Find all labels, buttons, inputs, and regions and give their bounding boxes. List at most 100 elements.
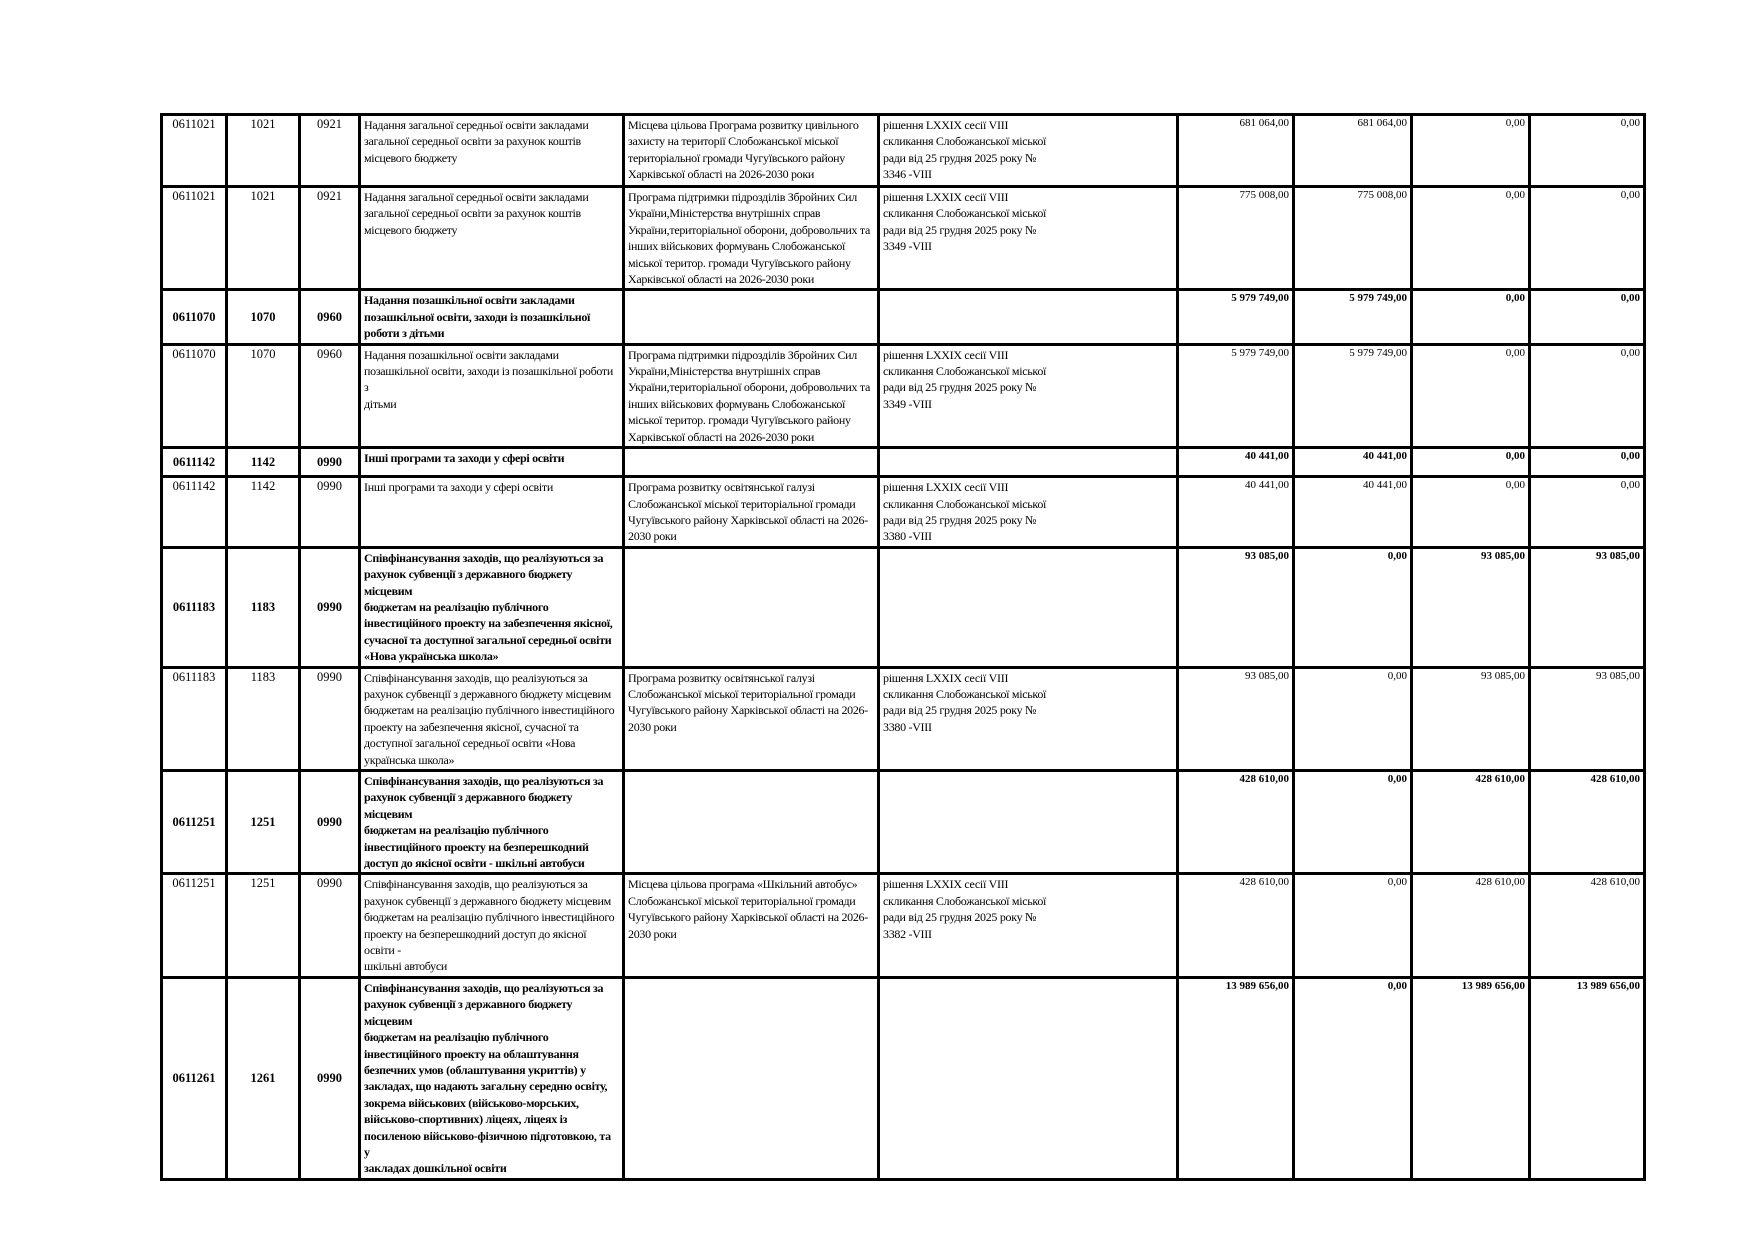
amount-total-cell: 681 064,00 — [1176, 113, 1295, 188]
decision-cell: рішення LXXIX сесії VIII скликання Слобо… — [877, 113, 1179, 188]
program-cell: Програма розвитку освітянської галузі Сл… — [622, 665, 880, 773]
code-fkvkb-cell: 0990 — [298, 975, 361, 1181]
decision-cell — [877, 545, 1179, 669]
code-cell: 0611142 — [160, 446, 228, 479]
decision-cell — [877, 975, 1179, 1181]
name-cell: Надання загальної середньої освіти закла… — [358, 184, 625, 292]
amount-special-cell: 0,00 — [1410, 113, 1531, 188]
name-cell: Інші програми та заходи у сфері освіти — [358, 446, 625, 479]
amount-total-cell: 93 085,00 — [1176, 665, 1295, 773]
amount-dev-cell: 0,00 — [1528, 446, 1646, 479]
amount-special-cell: 0,00 — [1410, 342, 1531, 450]
amount-total-cell: 93 085,00 — [1176, 545, 1295, 669]
amount-general-cell: 681 064,00 — [1292, 113, 1413, 188]
table-row: 0611142 1142 0990 Інші програми та заходи у… — [160, 475, 1646, 549]
amount-special-cell: 0,00 — [1410, 288, 1531, 346]
code-fkvkb-cell: 0990 — [298, 768, 361, 876]
amount-dev-cell: 0,00 — [1528, 184, 1646, 292]
code-tpkvkmb-cell: 1251 — [225, 768, 301, 876]
name-cell: Співфінансування заходів, що реалізуютьс… — [358, 872, 625, 979]
name-cell: Надання позашкільної освіти закладами по… — [358, 342, 625, 450]
table-row: 0611070 1070 0960 Надання позашкільної осві… — [160, 288, 1646, 346]
amount-special-cell: 0,00 — [1410, 184, 1531, 292]
amount-dev-cell: 428 610,00 — [1528, 872, 1646, 979]
name-cell: Співфінансування заходів, що реалізуютьс… — [358, 975, 625, 1181]
amount-dev-cell: 428 610,00 — [1528, 768, 1646, 876]
code-cell: 0611251 — [160, 768, 228, 876]
amount-total-cell: 5 979 749,00 — [1176, 342, 1295, 450]
decision-cell: рішення LXXIX сесії VIII скликання Слобо… — [877, 342, 1179, 450]
amount-total-cell: 5 979 749,00 — [1176, 288, 1295, 346]
table-row: 0611251 1251 0990 Співфінансування заходів,… — [160, 872, 1646, 979]
code-cell: 0611021 — [160, 184, 228, 292]
table-row: 0611142 1142 0990 Інші програми та заходи у… — [160, 446, 1646, 479]
amount-general-cell: 40 441,00 — [1292, 446, 1413, 479]
code-cell: 0611070 — [160, 342, 228, 450]
code-fkvkb-cell: 0990 — [298, 446, 361, 479]
code-tpkvkmb-cell: 1021 — [225, 113, 301, 188]
amount-dev-cell: 0,00 — [1528, 288, 1646, 346]
amount-special-cell: 93 085,00 — [1410, 665, 1531, 773]
amount-total-cell: 428 610,00 — [1176, 768, 1295, 876]
code-tpkvkmb-cell: 1142 — [225, 446, 301, 479]
amount-general-cell: 0,00 — [1292, 872, 1413, 979]
code-cell: 0611021 — [160, 113, 228, 188]
amount-total-cell: 428 610,00 — [1176, 872, 1295, 979]
program-cell: Програма підтримки підрозділів Збройних … — [622, 342, 880, 450]
program-cell — [622, 975, 880, 1181]
code-tpkvkmb-cell: 1183 — [225, 665, 301, 773]
program-cell: Програма розвитку освітянської галузі Сл… — [622, 475, 880, 549]
amount-special-cell: 0,00 — [1410, 446, 1531, 479]
code-fkvkb-cell: 0990 — [298, 665, 361, 773]
program-cell: Місцева цільова Програма розвитку цивіль… — [622, 113, 880, 188]
name-cell: Інші програми та заходи у сфері освіти — [358, 475, 625, 549]
code-tpkvkmb-cell: 1183 — [225, 545, 301, 669]
table-row: 0611261 1261 0990 Співфінансування заходів,… — [160, 975, 1646, 1181]
code-tpkvkmb-cell: 1021 — [225, 184, 301, 292]
code-fkvkb-cell: 0990 — [298, 475, 361, 549]
amount-special-cell: 0,00 — [1410, 475, 1531, 549]
name-cell: Надання позашкільної освіти закладами по… — [358, 288, 625, 346]
amount-total-cell: 775 008,00 — [1176, 184, 1295, 292]
table-row: 0611251 1251 0990 Співфінансування заходів,… — [160, 768, 1646, 876]
table-row: 0611021 1021 0921 Надання загальної середнь… — [160, 184, 1646, 292]
code-fkvkb-cell: 0990 — [298, 872, 361, 979]
amount-dev-cell: 0,00 — [1528, 113, 1646, 188]
amount-special-cell: 13 989 656,00 — [1410, 975, 1531, 1181]
code-fkvkb-cell: 0990 — [298, 545, 361, 669]
name-cell: Співфінансування заходів, що реалізуютьс… — [358, 665, 625, 773]
amount-special-cell: 93 085,00 — [1410, 545, 1531, 669]
code-tpkvkmb-cell: 1070 — [225, 342, 301, 450]
decision-cell — [877, 768, 1179, 876]
code-fkvkb-cell: 0921 — [298, 113, 361, 188]
code-cell: 0611261 — [160, 975, 228, 1181]
decision-cell — [877, 446, 1179, 479]
name-cell: Співфінансування заходів, що реалізуютьс… — [358, 768, 625, 876]
program-cell — [622, 545, 880, 669]
amount-general-cell: 0,00 — [1292, 665, 1413, 773]
amount-general-cell: 40 441,00 — [1292, 475, 1413, 549]
decision-cell: рішення LXXIX сесії VIII скликання Слобо… — [877, 475, 1179, 549]
table-row: 0611021 1021 0921 Надання загальної середнь… — [160, 113, 1646, 188]
code-fkvkb-cell: 0960 — [298, 342, 361, 450]
amount-general-cell: 0,00 — [1292, 768, 1413, 876]
program-cell — [622, 446, 880, 479]
amount-special-cell: 428 610,00 — [1410, 768, 1531, 876]
amount-dev-cell: 93 085,00 — [1528, 545, 1646, 669]
program-cell — [622, 768, 880, 876]
decision-cell: рішення LXXIX сесії VIII скликання Слобо… — [877, 872, 1179, 979]
amount-total-cell: 40 441,00 — [1176, 475, 1295, 549]
code-cell: 0611142 — [160, 475, 228, 549]
decision-cell: рішення LXXIX сесії VIII скликання Слобо… — [877, 184, 1179, 292]
table-row: 0611070 1070 0960 Надання позашкільної осві… — [160, 342, 1646, 450]
code-cell: 0611183 — [160, 545, 228, 669]
amount-dev-cell: 0,00 — [1528, 475, 1646, 549]
decision-cell: рішення LXXIX сесії VIII скликання Слобо… — [877, 665, 1179, 773]
code-cell: 0611070 — [160, 288, 228, 346]
amount-dev-cell: 0,00 — [1528, 342, 1646, 450]
amount-dev-cell: 13 989 656,00 — [1528, 975, 1646, 1181]
amount-general-cell: 0,00 — [1292, 975, 1413, 1181]
amount-general-cell: 775 008,00 — [1292, 184, 1413, 292]
decision-cell — [877, 288, 1179, 346]
